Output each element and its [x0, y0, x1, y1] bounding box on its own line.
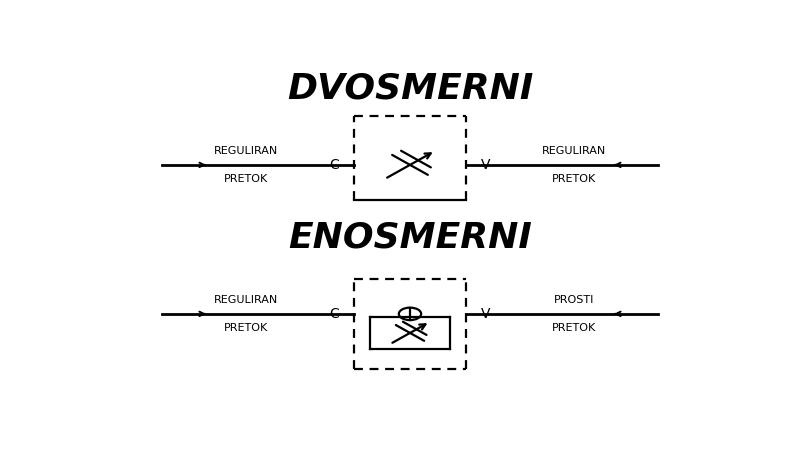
Text: PRETOK: PRETOK: [552, 323, 597, 333]
Text: V: V: [482, 158, 491, 172]
Text: ENOSMERNI: ENOSMERNI: [288, 220, 532, 254]
Text: PRETOK: PRETOK: [223, 174, 268, 184]
Text: REGULIRAN: REGULIRAN: [214, 295, 278, 305]
Text: PROSTI: PROSTI: [554, 295, 594, 305]
Text: REGULIRAN: REGULIRAN: [542, 146, 606, 156]
Text: C: C: [329, 307, 338, 321]
Text: PRETOK: PRETOK: [552, 174, 597, 184]
Text: C: C: [329, 158, 338, 172]
Text: REGULIRAN: REGULIRAN: [214, 146, 278, 156]
Text: PRETOK: PRETOK: [223, 323, 268, 333]
Text: DVOSMERNI: DVOSMERNI: [287, 71, 533, 105]
Text: V: V: [482, 307, 491, 321]
